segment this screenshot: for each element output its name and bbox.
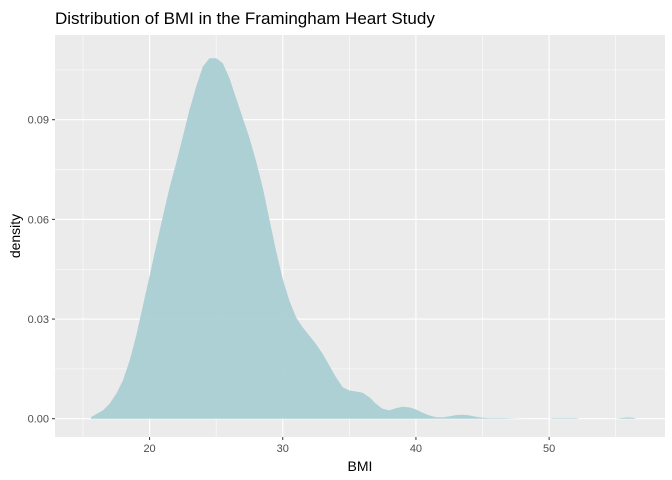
x-tick-label: 30: [277, 443, 289, 455]
chart-title: Distribution of BMI in the Framingham He…: [55, 9, 435, 28]
y-tick-label: 0.00: [28, 414, 49, 426]
y-tick-label: 0.06: [28, 214, 49, 226]
y-axis: 0.00 0.03 0.06 0.09: [28, 115, 55, 426]
x-axis-title: BMI: [348, 458, 373, 474]
y-tick-label: 0.03: [28, 314, 49, 326]
x-axis: 20 30 40 50: [143, 437, 555, 455]
y-tick-label: 0.09: [28, 115, 49, 127]
y-axis-title: density: [7, 214, 23, 258]
x-tick-label: 40: [410, 443, 422, 455]
x-tick-label: 20: [143, 443, 155, 455]
density-area: [91, 58, 637, 419]
x-tick-label: 50: [543, 443, 555, 455]
